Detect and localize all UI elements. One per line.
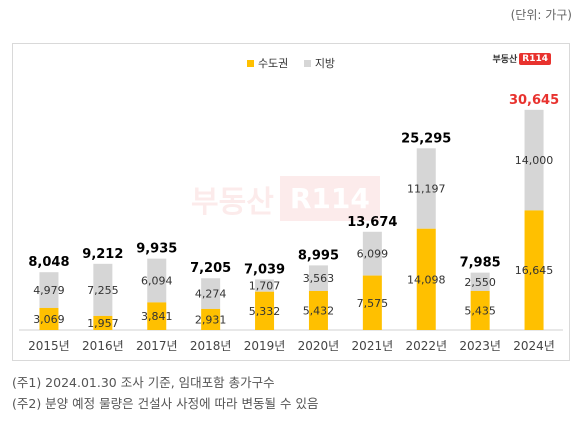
total-label-5: 8,995 — [298, 248, 339, 263]
legend-item-regional: 지방 — [303, 55, 336, 71]
bar-capital-4 — [255, 291, 275, 330]
bar-regional-7 — [416, 148, 436, 229]
x-tick-label-4: 2019년 — [244, 339, 286, 353]
total-label-1: 9,212 — [82, 247, 123, 262]
data-label-capital-8: 5,435 — [464, 304, 496, 317]
bar-regional-5 — [308, 265, 328, 291]
total-label-8: 7,985 — [460, 256, 501, 271]
data-label-capital-3: 2,931 — [195, 313, 227, 326]
total-label-0: 8,048 — [28, 255, 69, 270]
x-tick-label-5: 2020년 — [298, 339, 340, 353]
bar-capital-0 — [39, 307, 59, 330]
data-label-regional-5: 3,563 — [303, 272, 335, 285]
total-label-9: 30,645 — [509, 93, 559, 108]
data-label-capital-1: 1,957 — [87, 317, 119, 330]
data-label-capital-0: 3,069 — [33, 313, 65, 326]
x-tick-label-6: 2021년 — [352, 339, 394, 353]
data-label-regional-3: 4,274 — [195, 288, 227, 301]
bar-capital-6 — [362, 275, 382, 330]
data-label-regional-2: 6,094 — [141, 275, 173, 288]
bar-capital-2 — [147, 302, 167, 330]
legend-swatch-capital — [246, 59, 254, 67]
footnote-2: (주2) 분양 예정 물량은 건설사 사정에 따라 변동될 수 있음 — [12, 396, 319, 411]
bar-regional-2 — [147, 258, 167, 303]
chart-frame: 수도권 지방 부동산 R114 부동산 R114 3,069 4,979 8,048… — [12, 43, 570, 361]
footnote-1: (주1) 2024.01.30 조사 기준, 임대포함 총가구수 — [12, 375, 275, 390]
data-label-capital-5: 5,432 — [303, 304, 335, 317]
data-label-regional-8: 2,550 — [464, 276, 496, 289]
bar-regional-0 — [39, 272, 59, 308]
bar-regional-6 — [362, 231, 382, 276]
total-label-3: 7,205 — [190, 261, 231, 276]
data-label-regional-1: 7,255 — [87, 284, 119, 297]
legend-item-capital: 수도권 — [246, 55, 289, 71]
bar-capital-1 — [93, 315, 113, 330]
stacked-bar-chart: 3,069 4,979 8,048 2015년 1,957 7,255 9,212 2016년… — [19, 93, 563, 353]
data-label-regional-7: 11,197 — [407, 183, 446, 196]
x-tick-label-0: 2015년 — [28, 339, 70, 353]
bar-regional-8 — [470, 272, 490, 291]
data-label-regional-0: 4,979 — [33, 284, 65, 297]
bar-regional-3 — [201, 278, 221, 309]
data-label-capital-9: 16,645 — [515, 264, 554, 277]
x-tick-label-3: 2018년 — [190, 339, 232, 353]
bar-capital-7 — [416, 228, 436, 330]
x-tick-label-7: 2022년 — [405, 339, 447, 353]
unit-label: (단위: 가구) — [510, 8, 572, 22]
data-label-regional-6: 6,099 — [357, 248, 389, 261]
legend-label-regional: 지방 — [314, 57, 336, 70]
data-label-capital-7: 14,098 — [407, 273, 446, 286]
brand-logo: 부동산 R114 — [492, 52, 551, 65]
legend-swatch-regional — [303, 59, 311, 67]
brand-logo-badge: R114 — [519, 52, 551, 65]
total-label-2: 9,935 — [136, 242, 177, 257]
footnotes: (주1) 2024.01.30 조사 기준, 임대포함 총가구수 (주2) 분양… — [12, 372, 318, 414]
data-label-capital-4: 5,332 — [249, 305, 281, 318]
legend: 수도권 지방 — [13, 55, 569, 71]
total-label-6: 13,674 — [347, 215, 397, 230]
bar-capital-5 — [308, 290, 328, 330]
bar-capital-8 — [470, 290, 490, 330]
total-label-4: 7,039 — [244, 262, 285, 277]
x-tick-label-2: 2017년 — [136, 339, 178, 353]
total-label-7: 25,295 — [401, 131, 451, 146]
data-label-regional-4: 1,707 — [249, 280, 281, 293]
bar-regional-1 — [93, 263, 113, 316]
bar-capital-9 — [524, 210, 544, 330]
data-label-capital-6: 7,575 — [357, 297, 389, 310]
x-tick-label-1: 2016년 — [82, 339, 124, 353]
data-label-regional-9: 14,000 — [515, 154, 554, 167]
bar-capital-3 — [201, 308, 221, 330]
data-label-capital-2: 3,841 — [141, 310, 173, 323]
bar-regional-9 — [524, 109, 544, 211]
x-tick-label-8: 2023년 — [459, 339, 501, 353]
brand-logo-text: 부동산 — [492, 55, 518, 65]
legend-label-capital: 수도권 — [257, 57, 289, 70]
x-tick-label-9: 2024년 — [513, 339, 555, 353]
bar-regional-4 — [255, 279, 275, 292]
